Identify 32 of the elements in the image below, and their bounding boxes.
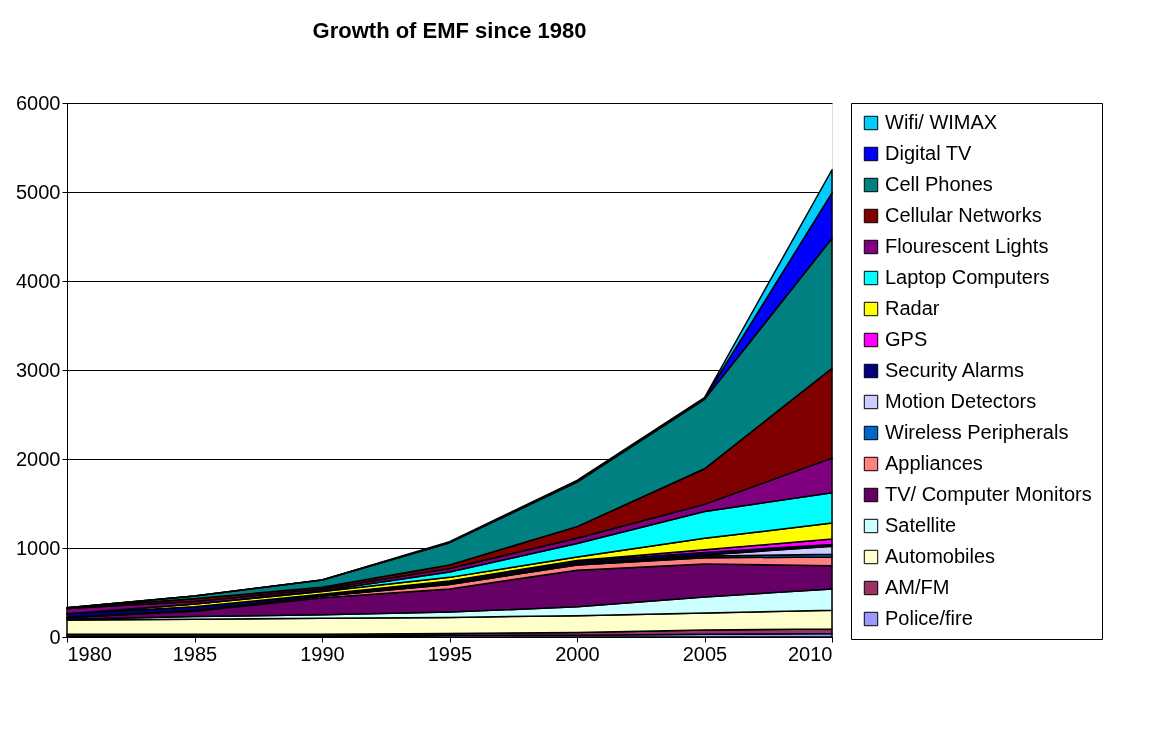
y-tick-label: 0 — [49, 625, 61, 648]
y-tick-label: 4000 — [16, 269, 61, 292]
legend-label: TV/ Computer Monitors — [885, 483, 1092, 505]
legend-label: AM/FM — [885, 576, 950, 598]
x-tick-label: 1990 — [300, 642, 345, 665]
legend-label: Digital TV — [885, 142, 972, 164]
x-tick-label: 2000 — [555, 642, 600, 665]
chart-title: Growth of EMF since 1980 — [312, 18, 587, 43]
y-tick-label: 2000 — [16, 447, 61, 470]
x-tick-label: 2010 — [788, 642, 833, 665]
legend-label: Cellular Networks — [885, 204, 1042, 226]
legend-label: Security Alarms — [885, 359, 1024, 381]
x-tick-label: 2005 — [682, 642, 728, 665]
legend-label: Wireless Peripherals — [885, 421, 1069, 443]
legend-label: Automobiles — [885, 545, 996, 567]
legend-label: Radar — [885, 297, 940, 319]
y-tick-label: 5000 — [16, 180, 61, 203]
legend-label: GPS — [885, 328, 928, 350]
x-tick-label: 1995 — [427, 642, 473, 665]
y-tick-label: 6000 — [16, 91, 61, 114]
legend-label: Laptop Computers — [885, 266, 1050, 288]
legend-label: Cell Phones — [885, 173, 993, 195]
x-tick-label: 1980 — [67, 642, 112, 665]
legend-label: Police/fire — [885, 607, 973, 629]
legend-label: Appliances — [885, 452, 983, 474]
legend-label: Satellite — [885, 514, 957, 536]
x-tick-label: 1985 — [172, 642, 218, 665]
y-tick-label: 3000 — [16, 358, 61, 381]
legend-label: Flourescent Lights — [885, 235, 1049, 257]
y-tick-label: 1000 — [16, 536, 61, 559]
legend-label: Motion Detectors — [885, 390, 1037, 412]
legend-label: Wifi/ WIMAX — [885, 111, 998, 133]
